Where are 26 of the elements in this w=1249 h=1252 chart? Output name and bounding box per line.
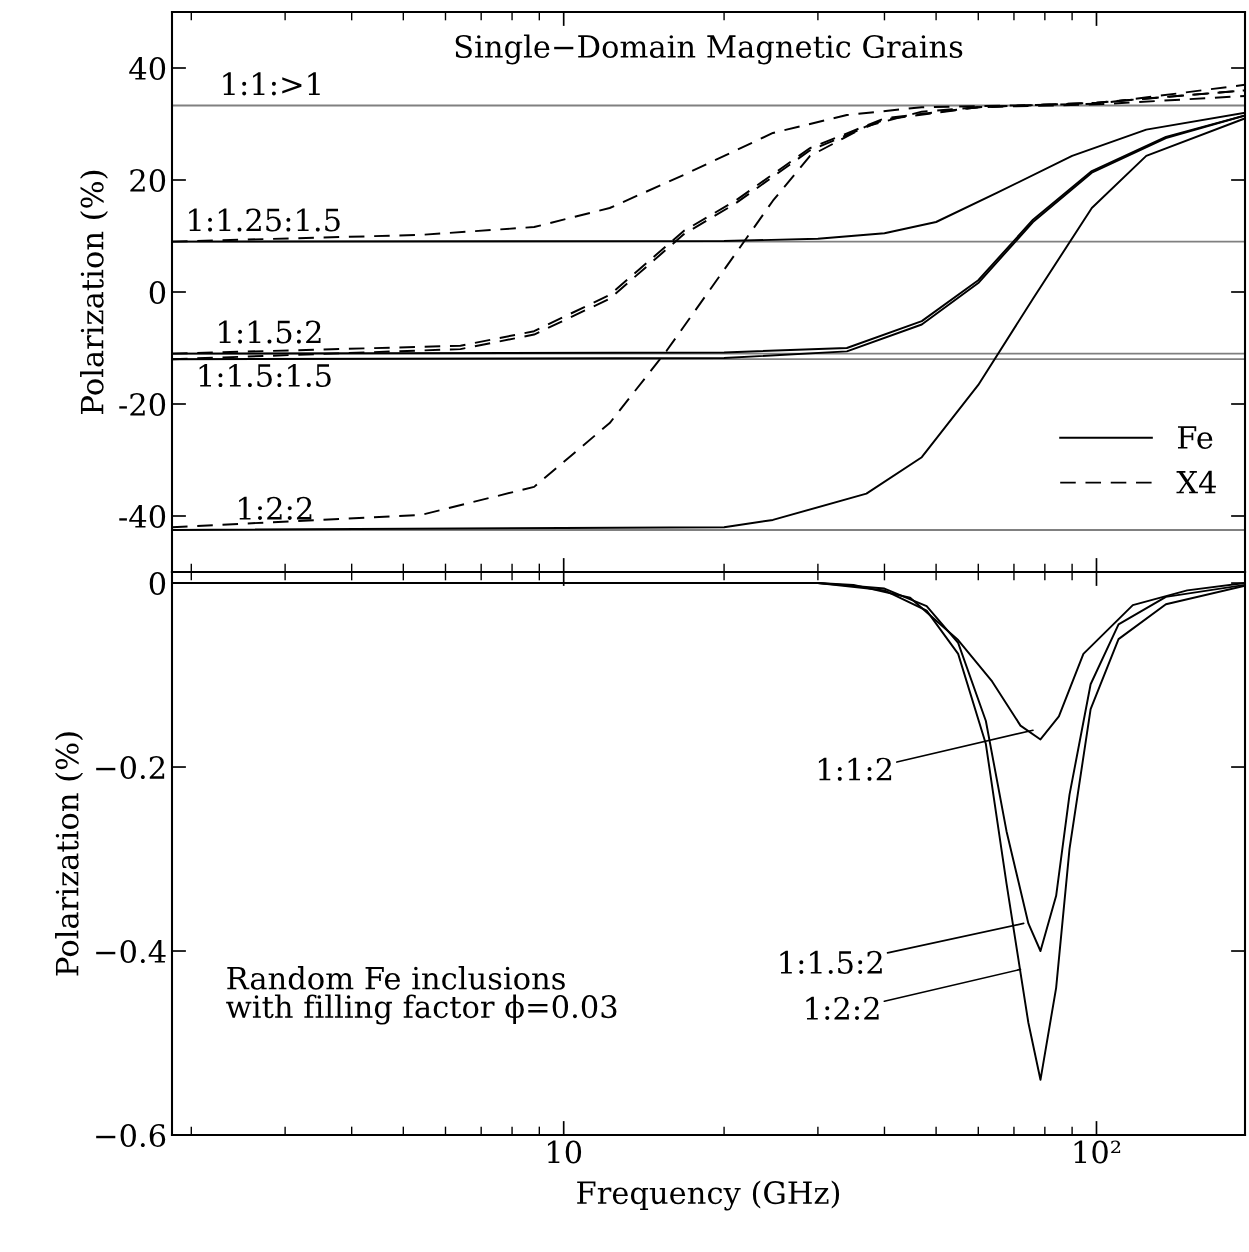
annotation: 1:2:2 [806, 996, 879, 1020]
annotation: 1:1:2 [818, 757, 892, 781]
x-tick-label: 10² [1074, 1140, 1121, 1164]
y-tick-label: 40 [129, 56, 166, 81]
y-tick-label: 0 [149, 280, 166, 305]
annotation: 1:1.25:1.5 [189, 208, 340, 232]
y-axis-title: Polarization (%) [80, 170, 108, 414]
annotation: 1:1.5:2 [780, 950, 882, 974]
x-axis-title: Frequency (GHz) [577, 1180, 840, 1211]
legend-label: X4 [1176, 470, 1216, 494]
x-tick-label: 10 [547, 1140, 582, 1164]
y-tick-label: -20 [119, 392, 166, 417]
y-tick-label: −0.6 [96, 1123, 166, 1148]
y-tick-label: 0 [149, 571, 166, 596]
text: Single−Domain Magnetic Grains [455, 34, 963, 65]
y-tick-label: −0.4 [96, 939, 166, 964]
annotation: 1:1:>1 [223, 72, 320, 96]
annotation: 1:1.5:2 [219, 320, 321, 344]
legend-label: Fe [1177, 426, 1213, 449]
y-tick-label: -40 [119, 504, 166, 529]
annotation: 1:1.5:1.5 [199, 363, 331, 388]
y-tick-label: 20 [130, 168, 166, 193]
y-axis-title: Polarization (%) [55, 732, 84, 976]
annotation: Random Fe inclusions with filling factor ϕ=0.03 [226, 966, 617, 1025]
annotation: 1:2:2 [239, 496, 312, 520]
y-tick-label: −0.2 [96, 755, 165, 780]
